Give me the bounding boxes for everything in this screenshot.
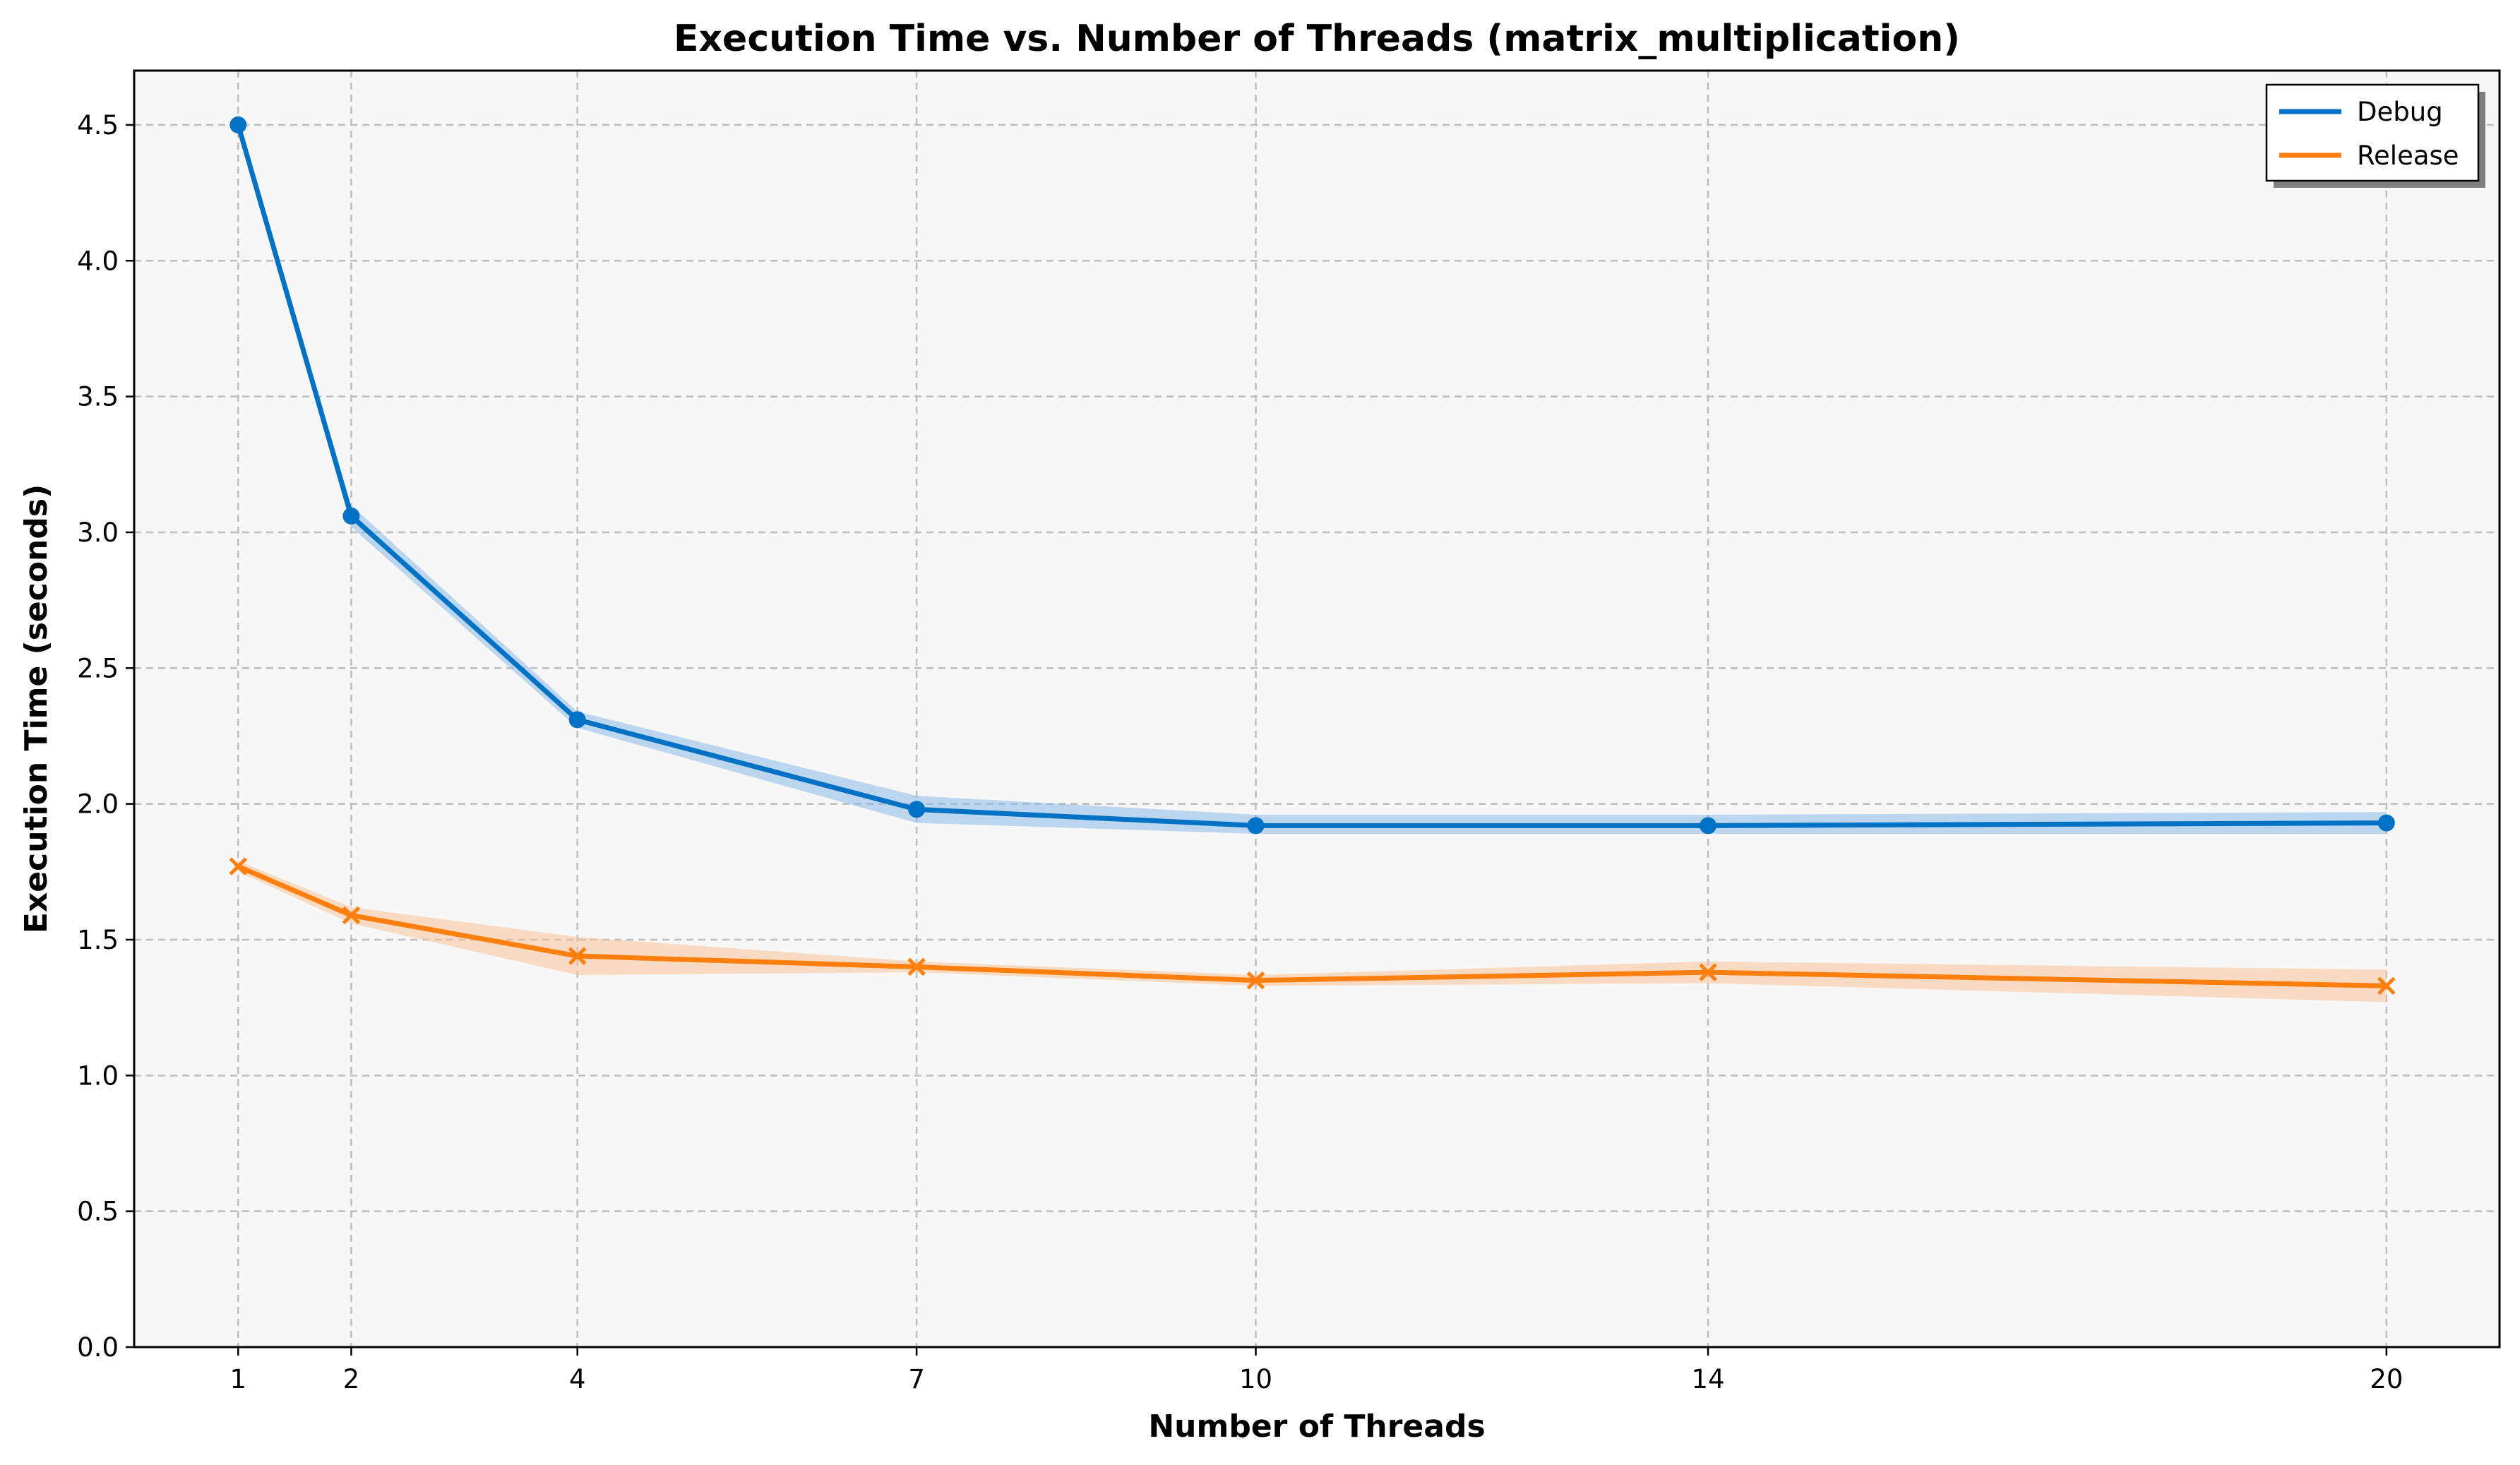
y-axis-ticks: 0.0 0.5 1.0 1.5 2.0 2.5 3.0 3.5 4.0 4.5 <box>77 110 134 1363</box>
y-tick-label: 3.0 <box>77 518 119 548</box>
point-debug <box>342 507 360 525</box>
error-bands <box>238 122 2387 1003</box>
y-tick-label: 1.5 <box>77 925 119 955</box>
x-tick-label: 4 <box>569 1364 586 1394</box>
chart-title: Execution Time vs. Number of Threads (ma… <box>674 18 1960 60</box>
legend-label-release: Release <box>2357 140 2459 171</box>
point-release <box>907 957 926 976</box>
point-debug <box>1700 817 1717 835</box>
series-markers <box>229 116 2396 995</box>
legend-label-debug: Debug <box>2357 97 2443 127</box>
point-release <box>1246 971 1265 990</box>
x-tick-label: 20 <box>2370 1364 2403 1394</box>
y-tick-label: 0.5 <box>77 1197 119 1227</box>
y-axis-label: Execution Time (seconds) <box>18 484 54 933</box>
point-debug <box>908 801 926 818</box>
y-tick-label: 4.5 <box>77 110 119 140</box>
y-tick-label: 3.5 <box>77 382 119 412</box>
y-tick-label: 0.0 <box>77 1332 119 1363</box>
x-tick-label: 1 <box>230 1364 247 1394</box>
point-debug <box>229 116 247 133</box>
point-release <box>568 947 587 965</box>
plot-area <box>134 71 2500 1347</box>
point-debug <box>568 711 586 729</box>
point-release <box>229 857 248 875</box>
x-axis-label: Number of Threads <box>1148 1409 1485 1445</box>
x-tick-label: 10 <box>1239 1364 1272 1394</box>
legend-box <box>2265 83 2480 182</box>
y-tick-label: 4.0 <box>77 246 119 276</box>
point-release <box>1699 963 1717 981</box>
y-tick-label: 2.5 <box>77 653 119 683</box>
point-release <box>342 906 361 925</box>
point-debug <box>1247 817 1265 835</box>
y-tick-label: 2.0 <box>77 789 119 820</box>
legend: Debug Release <box>2265 83 2485 188</box>
x-tick-label: 14 <box>1692 1364 1725 1394</box>
plot-frame <box>133 69 2501 1349</box>
x-tick-label: 2 <box>343 1364 360 1394</box>
x-tick-label: 7 <box>908 1364 925 1394</box>
point-release <box>2377 976 2396 995</box>
y-tick-label: 1.0 <box>77 1060 119 1091</box>
band-release <box>238 861 2387 1003</box>
point-debug <box>2377 814 2395 832</box>
x-axis-ticks: 1 2 4 7 10 14 20 <box>230 1347 2403 1394</box>
